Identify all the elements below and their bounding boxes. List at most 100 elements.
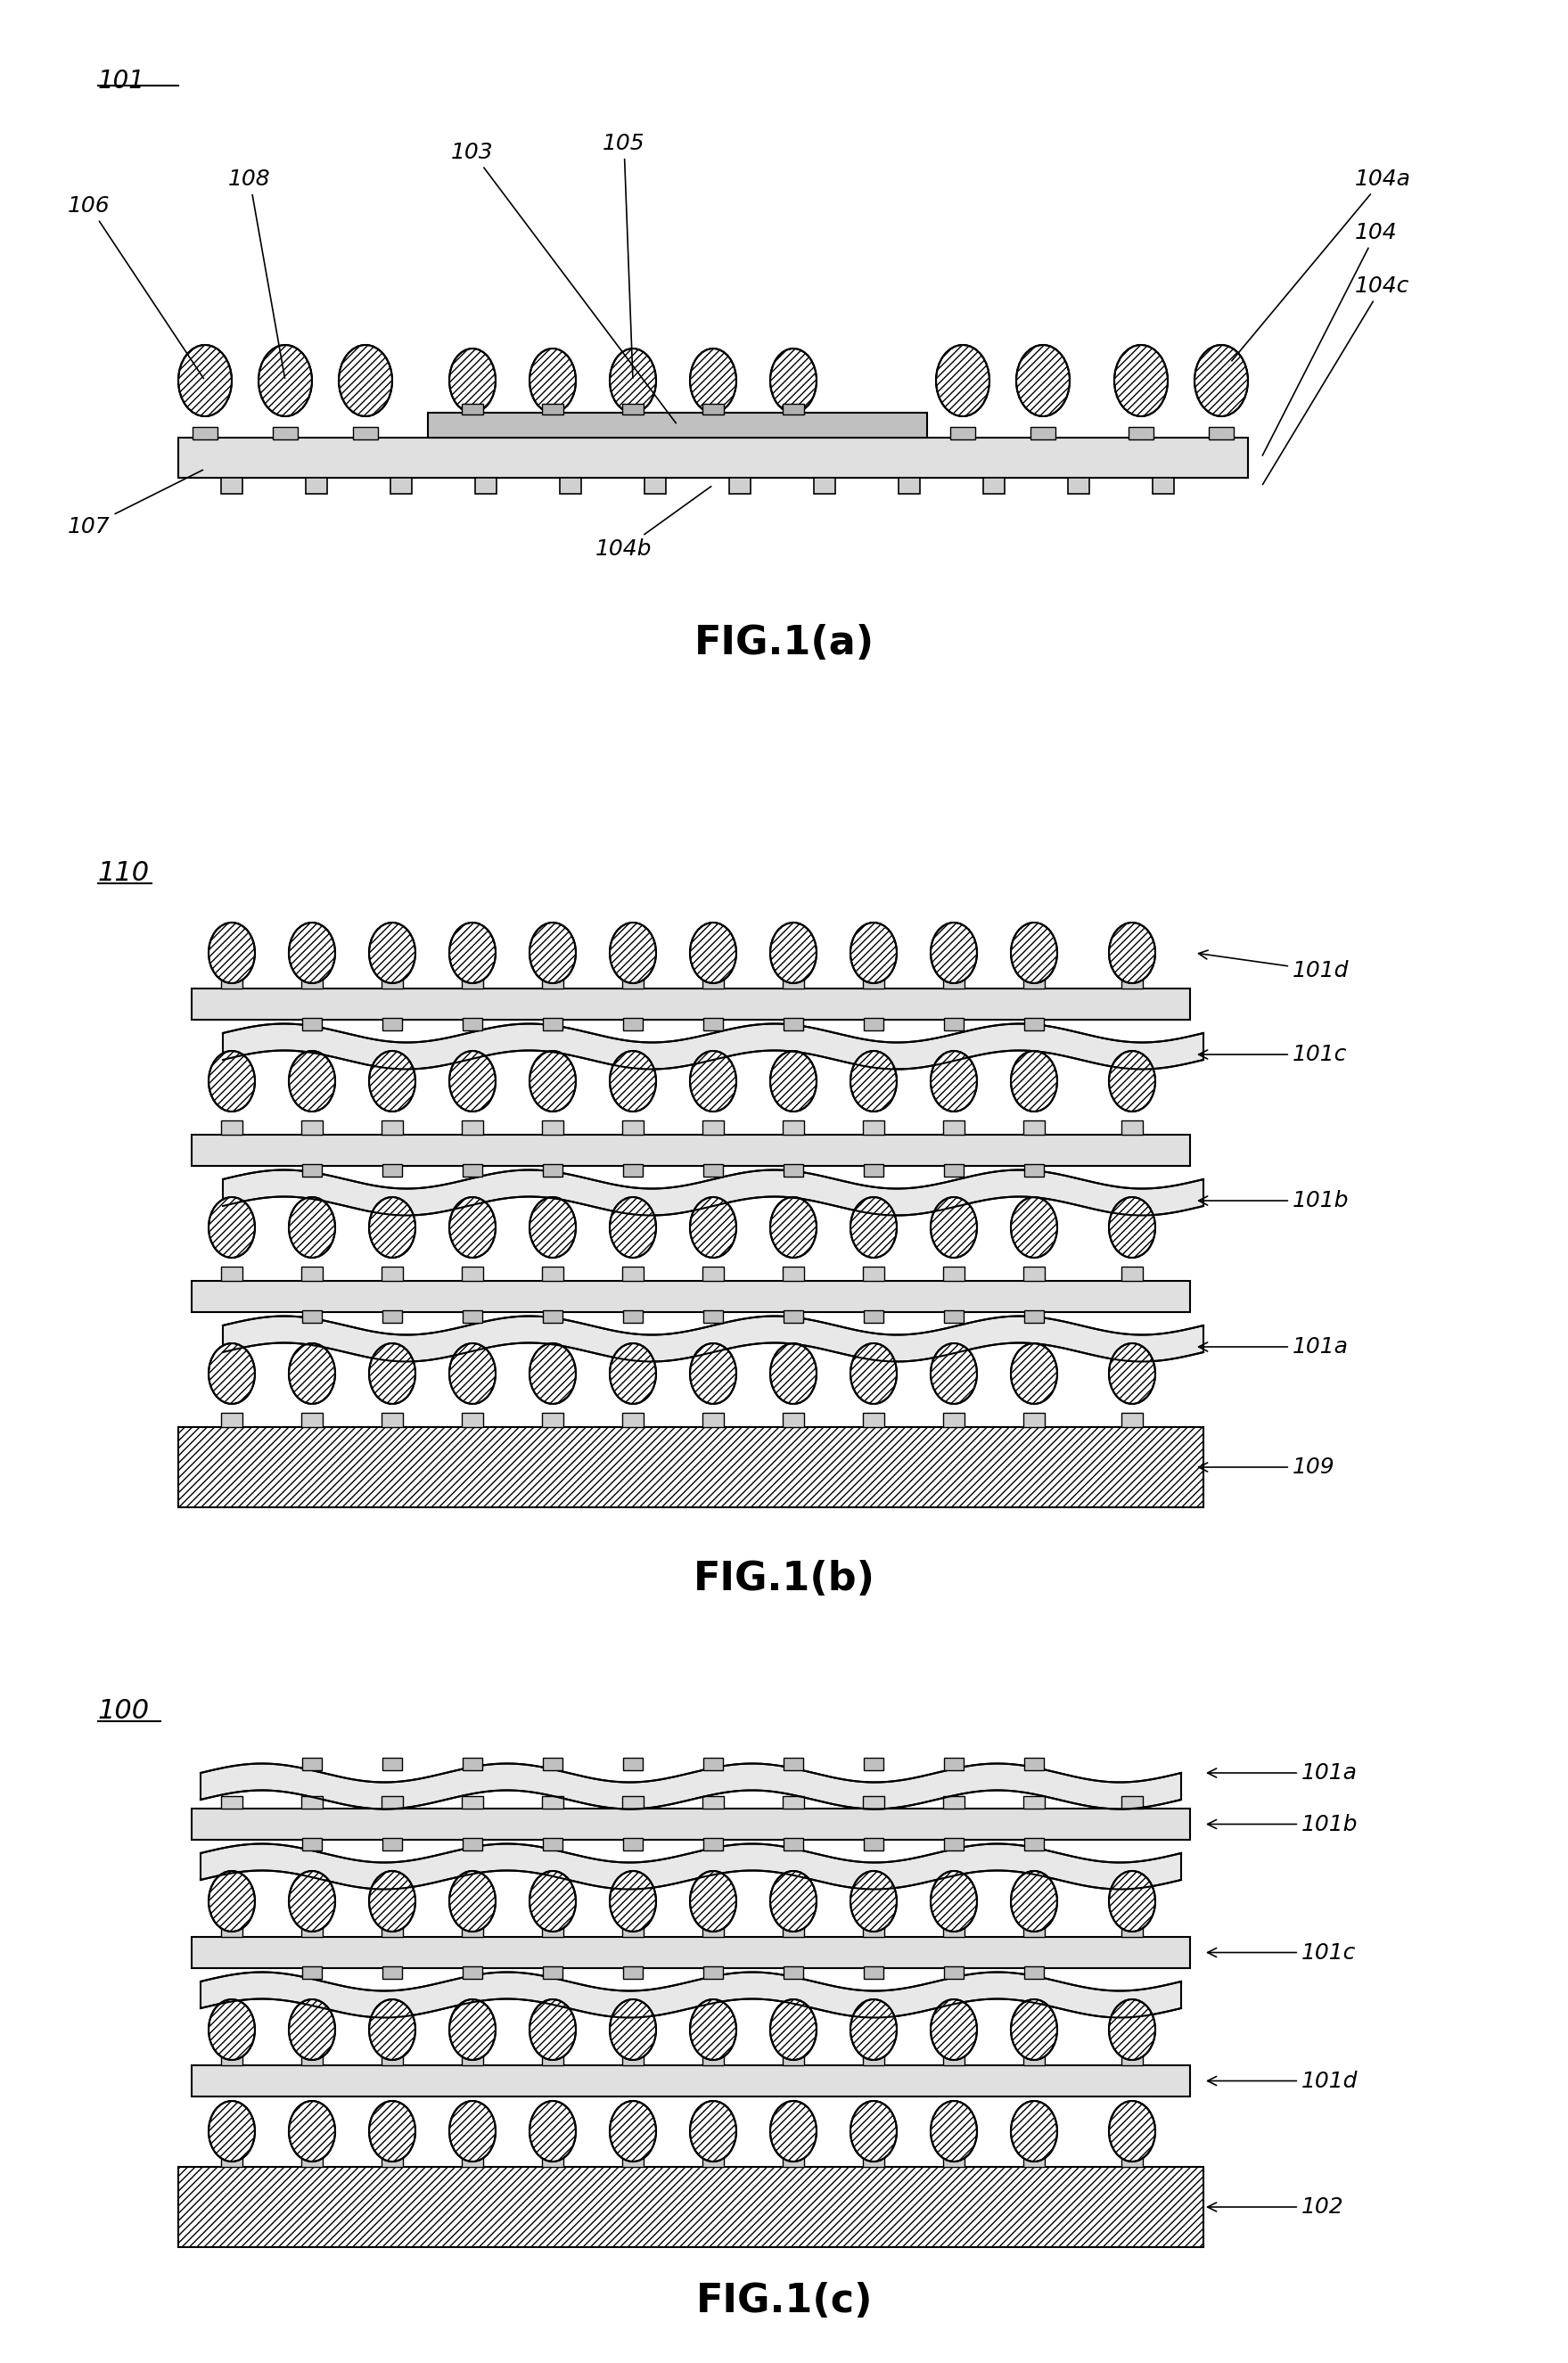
Ellipse shape — [690, 922, 737, 983]
Ellipse shape — [209, 922, 256, 983]
Bar — [702, 1267, 724, 1281]
Ellipse shape — [368, 1871, 416, 1931]
Bar — [1024, 1413, 1044, 1427]
Bar — [1068, 477, 1090, 494]
Bar — [191, 1281, 1190, 1311]
Ellipse shape — [368, 922, 416, 983]
Bar — [622, 1413, 643, 1427]
Bar — [1030, 428, 1055, 440]
Bar — [179, 1427, 1203, 1508]
Bar — [303, 1018, 321, 1030]
Bar — [461, 1413, 483, 1427]
Bar — [1024, 1758, 1044, 1770]
Bar — [461, 1267, 483, 1281]
Bar — [1024, 2155, 1044, 2167]
Ellipse shape — [610, 922, 655, 983]
Bar — [301, 1120, 323, 1134]
Bar — [381, 1120, 403, 1134]
Bar — [942, 1413, 964, 1427]
Bar — [622, 2053, 643, 2065]
Ellipse shape — [610, 1198, 655, 1257]
Bar — [944, 1165, 964, 1177]
Bar — [782, 1120, 804, 1134]
Ellipse shape — [931, 1999, 977, 2061]
Bar — [622, 404, 643, 414]
Polygon shape — [201, 1843, 1181, 1890]
Bar — [702, 1120, 724, 1134]
Bar — [862, 1413, 884, 1427]
Bar — [381, 2155, 403, 2167]
Bar — [622, 1758, 643, 1770]
Bar — [782, 1413, 804, 1427]
Bar — [301, 1796, 323, 1808]
Bar — [301, 1267, 323, 1281]
Text: 104a: 104a — [1232, 168, 1411, 362]
Bar — [1121, 1413, 1143, 1427]
Bar — [221, 1796, 243, 1808]
Ellipse shape — [450, 2101, 495, 2162]
Polygon shape — [201, 1973, 1181, 2018]
Ellipse shape — [289, 1052, 336, 1111]
Bar — [543, 1923, 563, 1938]
Ellipse shape — [530, 1198, 575, 1257]
Ellipse shape — [770, 1052, 817, 1111]
Text: 104b: 104b — [596, 487, 712, 560]
Bar — [381, 2053, 403, 2065]
Bar — [1121, 976, 1143, 988]
Bar — [191, 1808, 1190, 1841]
Ellipse shape — [450, 1052, 495, 1111]
Ellipse shape — [289, 1198, 336, 1257]
Ellipse shape — [1011, 2101, 1057, 2162]
Bar — [1121, 2053, 1143, 2065]
Ellipse shape — [530, 1052, 575, 1111]
Bar — [221, 2155, 243, 2167]
Bar — [1121, 2155, 1143, 2167]
Bar — [543, 1966, 563, 1978]
Bar — [950, 428, 975, 440]
Bar — [301, 2155, 323, 2167]
Ellipse shape — [690, 2101, 737, 2162]
Ellipse shape — [1011, 1198, 1057, 1257]
Ellipse shape — [770, 1198, 817, 1257]
Ellipse shape — [209, 1999, 256, 2061]
Ellipse shape — [936, 345, 989, 416]
Bar — [862, 2155, 884, 2167]
Ellipse shape — [1011, 1052, 1057, 1111]
Ellipse shape — [1011, 1999, 1057, 2061]
Ellipse shape — [1109, 1871, 1156, 1931]
Ellipse shape — [530, 2101, 575, 2162]
Bar — [301, 1413, 323, 1427]
Text: 107: 107 — [67, 470, 202, 536]
Bar — [383, 1018, 401, 1030]
Ellipse shape — [690, 1198, 737, 1257]
Text: 101d: 101d — [1207, 2070, 1358, 2091]
Ellipse shape — [931, 2101, 977, 2162]
Bar — [1209, 428, 1234, 440]
Ellipse shape — [1011, 1342, 1057, 1404]
Ellipse shape — [770, 347, 817, 414]
Bar — [784, 1311, 803, 1323]
Ellipse shape — [368, 1052, 416, 1111]
Ellipse shape — [610, 1342, 655, 1404]
Bar — [383, 1838, 401, 1850]
Ellipse shape — [368, 2101, 416, 2162]
Bar — [461, 976, 483, 988]
Bar — [1121, 1267, 1143, 1281]
Bar — [301, 1923, 323, 1938]
Ellipse shape — [770, 2101, 817, 2162]
Bar — [1024, 2053, 1044, 2065]
Ellipse shape — [259, 345, 312, 416]
Bar — [864, 1018, 883, 1030]
Bar — [381, 976, 403, 988]
Bar — [983, 477, 1005, 494]
Bar — [463, 1758, 483, 1770]
Bar — [729, 477, 751, 494]
Text: 101: 101 — [99, 69, 146, 95]
Bar — [814, 477, 836, 494]
Ellipse shape — [770, 1342, 817, 1404]
Bar — [303, 1838, 321, 1850]
Bar — [463, 1838, 483, 1850]
Bar — [942, 1923, 964, 1938]
Bar — [1121, 1120, 1143, 1134]
Ellipse shape — [850, 1871, 897, 1931]
